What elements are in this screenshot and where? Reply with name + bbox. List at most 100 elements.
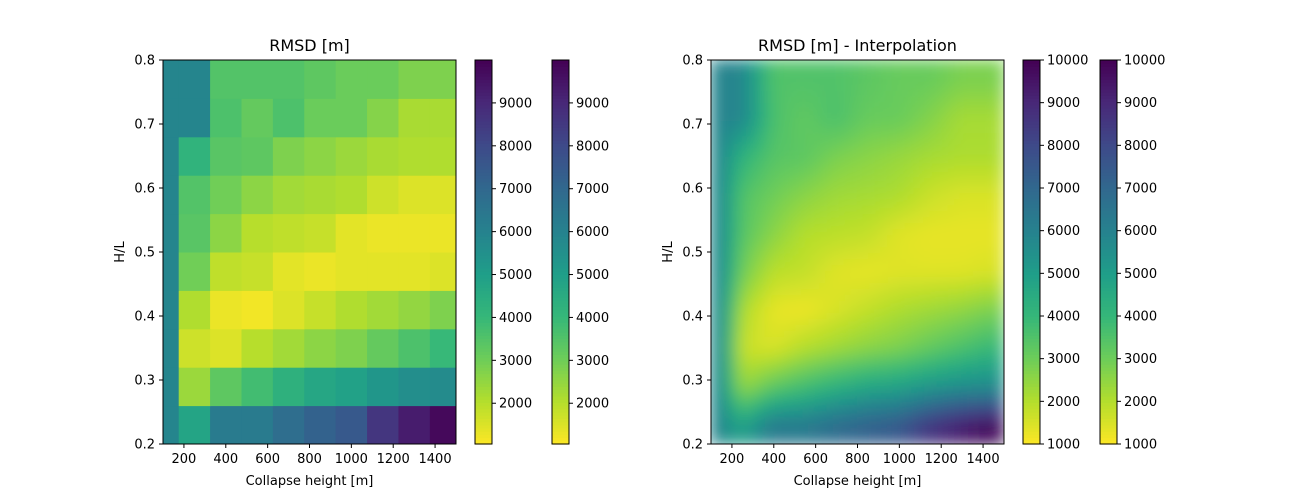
interpolated-cell [972, 251, 981, 259]
interpolated-cell [801, 383, 810, 391]
interpolated-cell [917, 395, 926, 403]
interpolated-cell [941, 317, 951, 325]
interpolated-cell [844, 209, 853, 217]
interpolated-cell [771, 347, 780, 355]
interpolated-cell [917, 125, 926, 133]
interpolated-cell [966, 143, 975, 151]
colorbar-right-1-tick-label: 7000 [1047, 182, 1080, 197]
heatmap-cell [367, 405, 399, 445]
interpolated-cell [819, 425, 828, 433]
interpolated-cell [832, 287, 841, 295]
interpolated-cell [825, 269, 835, 277]
colorbar-left-2-tick-label: 4000 [576, 311, 609, 326]
interpolated-cell [954, 251, 963, 259]
interpolated-cell [832, 239, 841, 247]
interpolated-cell [801, 155, 810, 163]
interpolated-cell [844, 233, 853, 241]
interpolated-cell [771, 209, 780, 217]
interpolated-cell [941, 383, 951, 391]
colorbar-left-2-band [552, 332, 569, 336]
interpolated-cell [978, 239, 987, 247]
interpolated-cell [740, 407, 749, 415]
colorbar-right-1-band [1023, 376, 1040, 381]
colorbar-left-2-band [552, 149, 569, 154]
interpolated-cell [935, 341, 944, 349]
colorbar-right-2-tick-label: 5000 [1124, 267, 1157, 282]
interpolated-cell [935, 287, 944, 295]
interpolated-cell [893, 143, 902, 151]
interpolated-cell [850, 263, 859, 271]
interpolated-cell [972, 239, 981, 247]
colorbar-left-1-band [475, 168, 492, 173]
interpolated-cell [758, 263, 767, 271]
interpolated-cell [954, 101, 963, 109]
interpolated-cell [874, 83, 883, 91]
interpolated-cell [923, 77, 932, 85]
interpolated-cell [801, 353, 810, 361]
interpolated-cell [758, 341, 767, 349]
colorbar-right-2-band [1100, 306, 1117, 311]
interpolated-cell [996, 131, 1004, 139]
interpolated-cell [722, 365, 731, 373]
interpolated-cell [764, 287, 774, 295]
heatmap-cell [178, 290, 211, 330]
interpolated-cell [972, 413, 981, 421]
interpolated-cell [984, 419, 993, 427]
interpolated-cell [711, 371, 719, 379]
interpolated-cell [850, 341, 859, 349]
interpolated-cell [984, 317, 993, 325]
interpolated-cell [984, 203, 993, 211]
heatmap-cell [429, 252, 457, 291]
interpolated-cell [856, 413, 865, 421]
interpolated-cell [978, 107, 987, 115]
interpolated-cell [771, 155, 780, 163]
interpolated-cell [984, 341, 993, 349]
colorbar-left-1-band [475, 335, 492, 339]
interpolated-cell [771, 359, 780, 367]
colorbar-right-1-band [1023, 287, 1040, 291]
interpolated-cell [789, 365, 798, 373]
interpolated-cell [941, 179, 951, 187]
interpolated-cell [801, 419, 810, 427]
interpolated-cell [874, 353, 883, 361]
colorbar-left-1-band [475, 165, 492, 170]
colorbar-left-2-band [552, 175, 569, 179]
interpolated-cell [728, 101, 737, 109]
interpolated-cell [880, 119, 890, 127]
colorbar-right-2-band [1100, 184, 1117, 189]
colorbar-right-1-band [1023, 434, 1040, 439]
colorbar-right-2-band [1100, 232, 1117, 237]
interpolated-cell [740, 215, 749, 223]
interpolated-cell [764, 161, 774, 169]
interpolated-cell [911, 113, 920, 121]
interpolated-cell [728, 311, 737, 319]
interpolated-cell [789, 203, 798, 211]
interpolated-cell [935, 245, 944, 253]
interpolated-cell [819, 407, 828, 415]
interpolated-cell [758, 257, 767, 265]
interpolated-cell [887, 95, 896, 103]
colorbar-right-1-band [1023, 104, 1040, 109]
interpolated-cell [813, 149, 822, 157]
interpolated-cell [752, 65, 761, 73]
interpolated-cell [832, 425, 841, 433]
interpolated-cell [758, 305, 767, 313]
interpolated-cell [844, 185, 853, 193]
interpolated-cell [711, 395, 719, 403]
interpolated-cell [711, 401, 719, 409]
interpolated-cell [850, 119, 859, 127]
interpolated-cell [819, 335, 828, 343]
interpolated-cell [990, 365, 999, 373]
interpolated-cell [972, 323, 981, 331]
interpolated-cell [764, 257, 774, 265]
colorbar-right-1-band [1023, 415, 1040, 419]
interpolated-cell [905, 149, 914, 157]
interpolated-cell [868, 431, 877, 439]
interpolated-cell [990, 383, 999, 391]
interpolated-cell [746, 221, 755, 229]
interpolated-cell [819, 263, 828, 271]
interpolated-cell [972, 143, 981, 151]
interpolated-cell [941, 353, 951, 361]
interpolated-cell [825, 425, 835, 433]
interpolated-cell [728, 437, 737, 444]
